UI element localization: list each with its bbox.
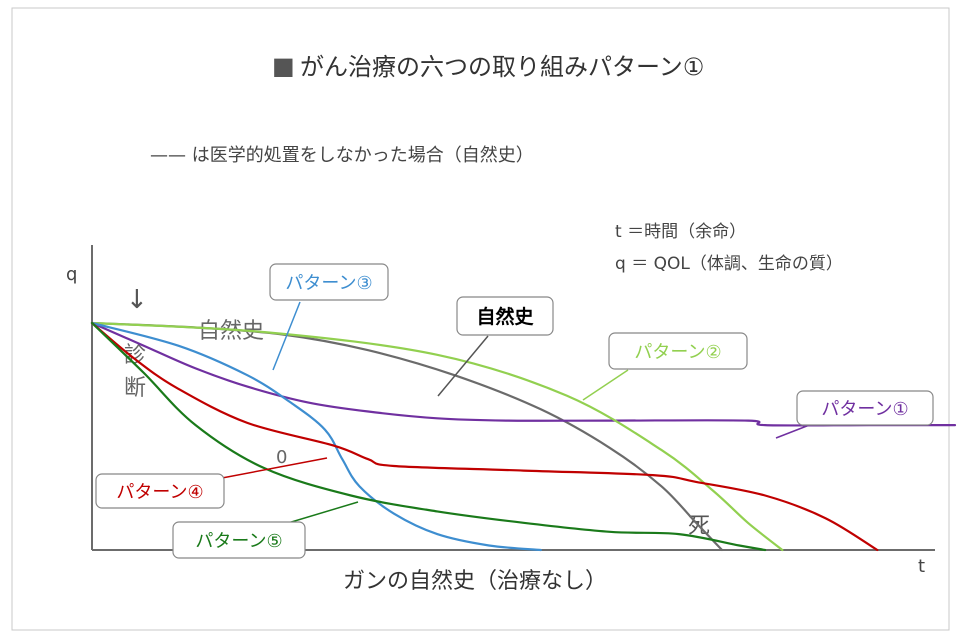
callout-pattern-5-text: パターン⑤ — [195, 531, 282, 552]
callout-pointer-pattern-1 — [775, 423, 813, 439]
definition-t: t ＝時間（余命） — [615, 222, 746, 242]
legend-note: —— は医学的処置をしなかった場合（自然史） — [150, 145, 534, 166]
series-line-pattern-2 — [90, 321, 784, 552]
callout-pattern-2-text: パターン② — [634, 342, 721, 363]
callout-pattern-2: パターン② — [608, 332, 748, 370]
callout-pattern-3-text: パターン③ — [285, 273, 372, 294]
series-line-pattern-1 — [90, 321, 957, 427]
callout-pattern-3: パターン③ — [269, 263, 389, 301]
x-axis-label: ガンの自然史（治療なし） — [343, 569, 607, 594]
definition-q: q ＝ QOL（体調、生命の質） — [615, 254, 843, 274]
series-line-pattern-5 — [90, 321, 767, 552]
x-axis-end-label: t — [918, 556, 925, 577]
diagnosis-arrow: ↓ — [126, 285, 148, 315]
diagnosis-char-2: 断 — [124, 376, 146, 401]
callout-pointer-pattern-4 — [221, 457, 328, 479]
series-line-pattern-3 — [90, 321, 542, 552]
diagnosis-char-1: 診 — [124, 343, 146, 368]
callout-pattern-5: パターン⑤ — [172, 521, 306, 559]
zero-mark: 0 — [276, 447, 287, 468]
chart-title: がん治療の六つの取り組みパターン① — [300, 53, 704, 81]
series-line-pattern-4 — [90, 321, 879, 552]
y-axis-label: q — [66, 264, 77, 285]
series-layer — [90, 321, 957, 552]
callout-pattern-4: パターン④ — [95, 473, 225, 509]
callout-pattern-1-text: パターン① — [821, 399, 908, 420]
callout-pattern-4-text: パターン④ — [116, 482, 203, 503]
callout-pattern-1: パターン① — [796, 390, 934, 426]
title-mark: ■ — [272, 52, 295, 80]
callout-pointer-natural-history — [437, 335, 489, 397]
callout-pointer-pattern-3 — [272, 301, 301, 371]
callout-natural-history-text: 自然史 — [476, 305, 534, 328]
callout-natural-history: 自然史 — [456, 296, 554, 336]
callout-pointer-pattern-2 — [582, 369, 629, 401]
